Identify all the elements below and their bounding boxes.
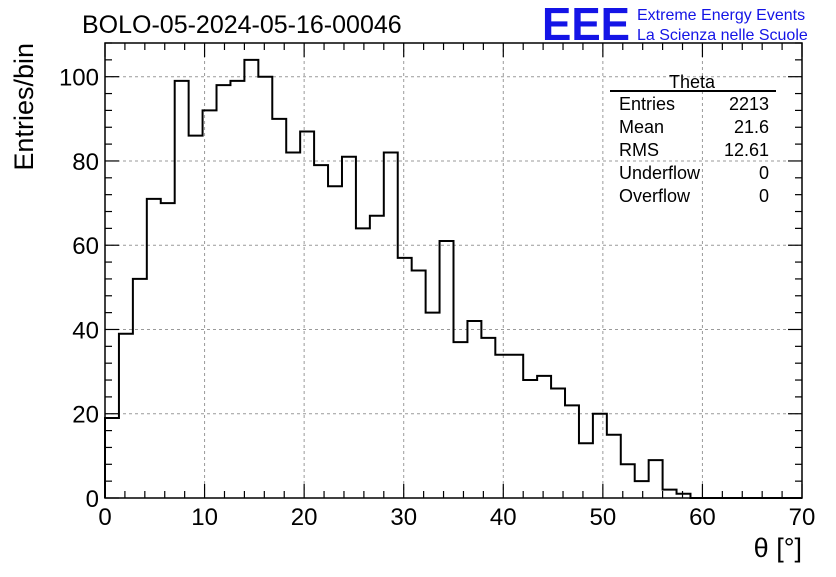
stats-row-label: Entries: [619, 94, 675, 114]
histogram-bin: [217, 85, 231, 498]
x-tick-label: 50: [590, 504, 617, 531]
stats-row-label: Mean: [619, 117, 664, 137]
histogram-bin: [189, 136, 203, 498]
x-tick-label: 20: [291, 504, 318, 531]
y-tick-label: 80: [72, 149, 99, 176]
histogram-bin: [133, 279, 147, 498]
histogram-bin: [370, 216, 384, 498]
eee-logo-line1: Extreme Energy Events: [637, 7, 805, 24]
histogram-bin: [175, 81, 189, 498]
histogram-bin: [244, 60, 258, 498]
y-tick-label: 60: [72, 233, 99, 260]
stats-row-value: 0: [759, 186, 769, 206]
histogram-bin: [537, 376, 551, 498]
histogram-bin: [384, 153, 398, 498]
histogram-bin: [454, 342, 468, 498]
histogram-bin: [635, 481, 649, 498]
eee-logo-letters: EEE: [542, 0, 630, 50]
x-tick-label: 30: [390, 504, 417, 531]
histogram-bin: [481, 338, 495, 498]
histogram-bin: [663, 490, 677, 498]
x-axis-label: θ [°]: [754, 533, 802, 563]
plot-frame: [104, 42, 803, 499]
stats-rows: Entries 2213 Mean 21.6 RMS 12.61 Underflow 0 Ove…: [619, 94, 769, 206]
stats-row-value: 0: [759, 163, 769, 183]
stats-row-label: Underflow: [619, 163, 701, 183]
histogram-bin: [356, 228, 370, 498]
eee-logo: EEE Extreme Energy Events La Scienza nel…: [542, 0, 808, 50]
x-tick-label: 40: [490, 504, 517, 531]
stats-box: Theta Entries 2213 Mean 21.6 RMS 12.61 Underfl…: [610, 72, 776, 206]
histogram-bin: [286, 153, 300, 498]
histogram-bin: [565, 405, 579, 498]
histogram-bin: [649, 460, 663, 498]
axes: [104, 42, 803, 499]
y-tick-label: 0: [86, 486, 99, 513]
histogram-bin: [230, 81, 244, 498]
y-axis-label: Entries/bin: [9, 43, 39, 171]
x-tick-label: 70: [789, 504, 816, 531]
histogram-bin: [509, 355, 523, 498]
y-tick-label: 100: [59, 65, 99, 92]
histogram-outline: [104, 58, 802, 499]
histogram-bin: [412, 271, 426, 499]
eee-logo-line2: La Scienza nelle Scuole: [637, 27, 808, 44]
histogram-bin: [426, 313, 440, 498]
histogram-bin: [119, 334, 133, 498]
histogram-bin: [147, 199, 161, 498]
stats-row-value: 12.61: [724, 140, 769, 160]
histogram-bin: [523, 380, 537, 498]
histogram-bin: [105, 418, 119, 498]
stats-row-label: Overflow: [619, 186, 691, 206]
stats-box-title: Theta: [669, 72, 716, 92]
chart-title: BOLO-05-2024-05-16-00046: [82, 11, 402, 39]
histogram-bin: [272, 119, 286, 498]
y-tick-label: 20: [72, 402, 99, 429]
histogram-bin: [593, 414, 607, 498]
histogram-bin: [314, 165, 328, 498]
x-tick-label: 60: [689, 504, 716, 531]
histogram: [104, 58, 802, 499]
histogram-bin: [495, 355, 509, 498]
y-tick-label: 40: [72, 317, 99, 344]
histogram-bin: [161, 203, 175, 498]
histogram-bin: [551, 388, 565, 498]
histogram-bin: [440, 241, 454, 498]
stats-row-value: 2213: [729, 94, 769, 114]
tick-labels: 0 10 20 30 40 50 60 70 0 20 40 60 80 100: [59, 65, 815, 531]
histogram-bin: [328, 186, 342, 498]
histogram-bin: [342, 157, 356, 498]
stats-row-label: RMS: [619, 140, 659, 160]
histogram-bin: [467, 321, 481, 498]
x-tick-label: 10: [191, 504, 218, 531]
histogram-bin: [607, 435, 621, 498]
x-tick-label: 0: [98, 504, 111, 531]
histogram-bin: [398, 258, 412, 498]
histogram-bin: [579, 443, 593, 498]
stats-row-value: 21.6: [734, 117, 769, 137]
histogram-bin: [300, 131, 314, 498]
histogram-bin: [258, 77, 272, 498]
